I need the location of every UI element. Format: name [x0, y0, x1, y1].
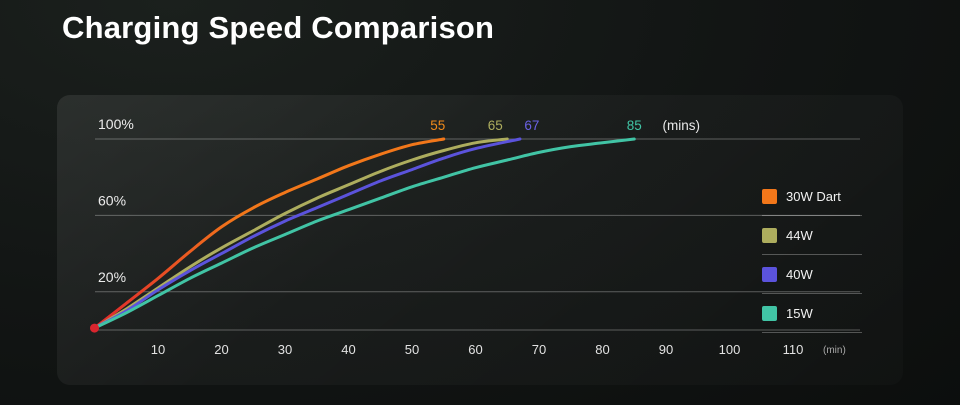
annotation-85: 85	[627, 118, 642, 133]
x-tick-label-90: 90	[659, 342, 673, 357]
x-tick-label-80: 80	[595, 342, 609, 357]
page-title: Charging Speed Comparison	[62, 10, 495, 45]
y-tick-label-100%: 100%	[98, 116, 134, 132]
x-tick-label-30: 30	[278, 342, 292, 357]
annotation--mins-: (mins)	[663, 118, 701, 133]
legend-swatch-40w	[762, 266, 777, 282]
x-tick-label-10: 10	[151, 342, 165, 357]
legend-item-30w-dart: 30W Dart	[762, 177, 862, 216]
legend-swatch-44w	[762, 227, 777, 243]
y-tick-label-20%: 20%	[98, 269, 126, 285]
x-tick-label-110: 110	[783, 342, 804, 357]
series-line-44w	[93, 137, 509, 330]
annotation-67: 67	[524, 118, 539, 133]
series-line-30w-dart	[93, 137, 446, 330]
x-tick-label-40: 40	[341, 342, 355, 357]
x-tick-label-70: 70	[532, 342, 546, 357]
legend-label-40w: 40W	[786, 266, 813, 282]
y-tick-label-60%: 60%	[98, 192, 126, 208]
legend-item-15w: 15W	[762, 294, 862, 333]
legend-item-40w: 40W	[762, 255, 862, 294]
x-tick-label-50: 50	[405, 342, 419, 357]
legend-label-44w: 44W	[786, 227, 813, 243]
x-tick-label-60: 60	[468, 342, 482, 357]
series-line-15w	[93, 137, 636, 330]
series-line-40w	[93, 137, 522, 330]
x-tick-label-20: 20	[214, 342, 228, 357]
legend-swatch-15w	[762, 305, 777, 321]
chart-legend: 30W Dart 44W 40W 15W	[762, 177, 862, 333]
annotation-55: 55	[430, 118, 445, 133]
legend-label-30w-dart: 30W Dart	[786, 188, 841, 204]
legend-item-44w: 44W	[762, 216, 862, 255]
x-axis-unit-label: (min)	[823, 345, 846, 356]
x-tick-label-100: 100	[719, 342, 741, 357]
charge-start-dot	[90, 323, 99, 333]
annotation-65: 65	[488, 118, 503, 133]
legend-label-15w: 15W	[786, 305, 813, 321]
legend-swatch-30w-dart	[762, 188, 777, 204]
